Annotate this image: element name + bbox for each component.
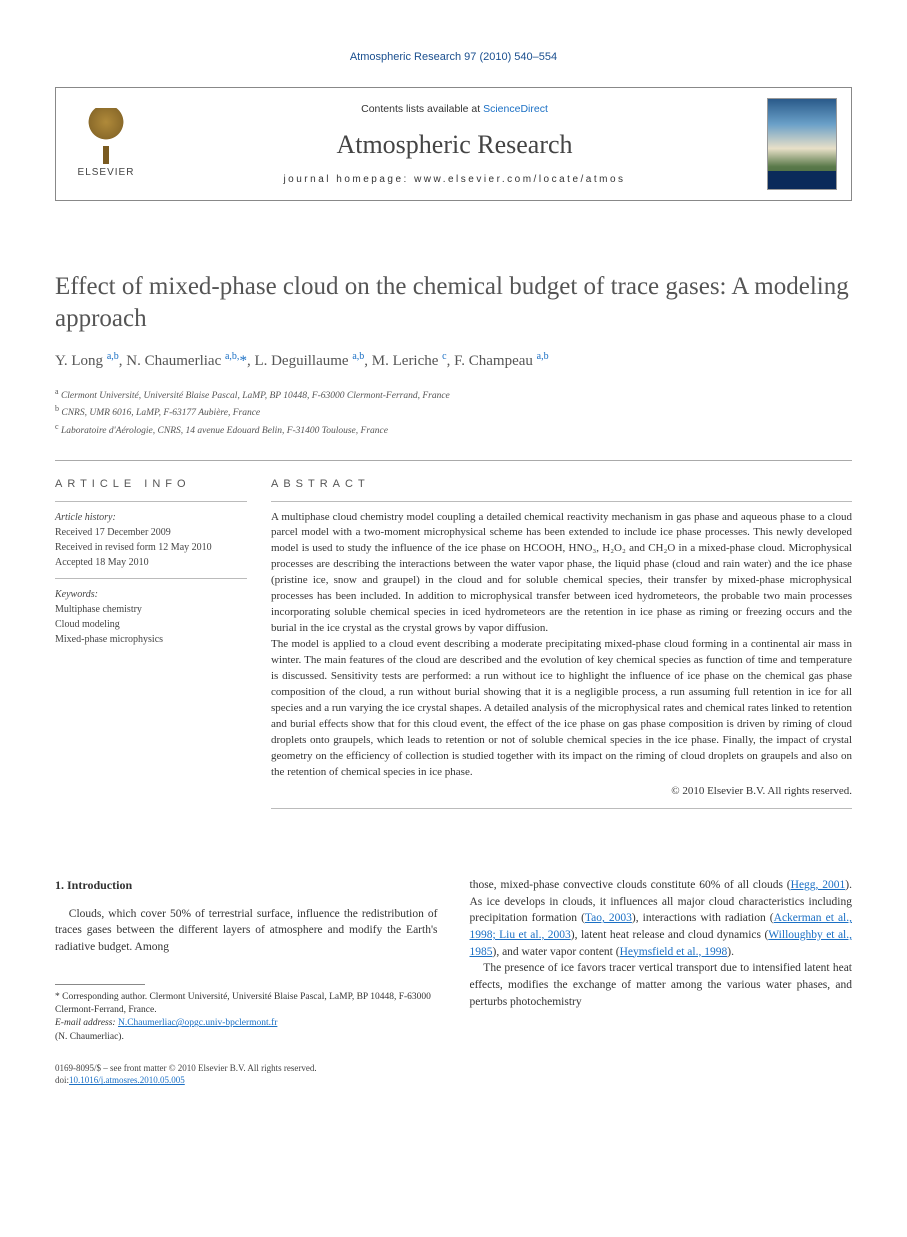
abstract-head: ABSTRACT (271, 477, 852, 492)
abstract-bottom-rule (271, 808, 852, 809)
journal-cover-thumbnail (767, 98, 837, 190)
citation-link[interactable]: Heymsfield et al., 1998 (620, 946, 728, 958)
contents-prefix: Contents lists available at (361, 103, 483, 115)
abstract-rule (271, 501, 852, 502)
masthead-center: Contents lists available at ScienceDirec… (156, 102, 753, 187)
contents-available-line: Contents lists available at ScienceDirec… (156, 102, 753, 117)
info-rule-1 (55, 501, 247, 502)
info-rule-2 (55, 578, 247, 579)
keyword: Mixed-phase microphysics (55, 632, 247, 647)
affiliation-line: a Clermont Université, Université Blaise… (55, 386, 852, 403)
sciencedirect-link[interactable]: ScienceDirect (483, 103, 548, 115)
footnote-rule (55, 984, 145, 985)
abstract-column: ABSTRACT A multiphase cloud chemistry mo… (271, 467, 852, 817)
footnotes: * Corresponding author. Clermont Univers… (55, 991, 438, 1044)
email-line: E-mail address: N.Chaumerliac@opgc.univ-… (55, 1017, 438, 1030)
homepage-prefix: journal homepage: (283, 174, 414, 185)
right-column: those, mixed-phase convective clouds con… (470, 877, 853, 1087)
citation-link[interactable]: Tao, 2003 (585, 912, 632, 924)
doi-line: doi:10.1016/j.atmosres.2010.05.005 (55, 1074, 438, 1087)
publisher-name: ELSEVIER (78, 166, 135, 180)
intro-right: those, mixed-phase convective clouds con… (470, 877, 853, 1010)
keywords-block: Keywords: Multiphase chemistry Cloud mod… (55, 587, 247, 647)
section-heading: 1. Introduction (55, 877, 438, 894)
article-info-column: ARTICLE INFO Article history: Received 1… (55, 467, 247, 817)
keyword: Cloud modeling (55, 617, 247, 632)
history-label: Article history: (55, 510, 247, 525)
left-column: 1. Introduction Clouds, which cover 50% … (55, 877, 438, 1087)
intro-para: The presence of ice favors tracer vertic… (470, 960, 853, 1010)
abstract-text: A multiphase cloud chemistry model coupl… (271, 510, 852, 781)
article-title: Effect of mixed-phase cloud on the chemi… (55, 271, 852, 334)
abstract-copyright: © 2010 Elsevier B.V. All rights reserved… (271, 784, 852, 799)
corresponding-author: * Corresponding author. Clermont Univers… (55, 991, 438, 1018)
running-head: Atmospheric Research 97 (2010) 540–554 (55, 50, 852, 65)
issn-copyright: 0169-8095/$ – see front matter © 2010 El… (55, 1062, 438, 1075)
abstract-para: The model is applied to a cloud event de… (271, 637, 852, 780)
journal-masthead: ELSEVIER Contents lists available at Sci… (55, 87, 852, 201)
journal-homepage-line: journal homepage: www.elsevier.com/locat… (156, 173, 753, 187)
doi-link[interactable]: 10.1016/j.atmosres.2010.05.005 (69, 1075, 185, 1085)
article-info-head: ARTICLE INFO (55, 477, 247, 492)
history-line: Received 17 December 2009 (55, 525, 247, 540)
author-list: Y. Long a,b, N. Chaumerliac a,b,*, L. De… (55, 350, 852, 372)
affiliation-line: b CNRS, UMR 6016, LaMP, F-63177 Aubière,… (55, 403, 852, 420)
elsevier-tree-icon (78, 108, 134, 164)
doi-prefix: doi: (55, 1075, 69, 1085)
journal-title: Atmospheric Research (156, 127, 753, 163)
history-line: Accepted 18 May 2010 (55, 555, 247, 570)
keyword: Multiphase chemistry (55, 602, 247, 617)
intro-left: Clouds, which cover 50% of terrestrial s… (55, 906, 438, 956)
history-line: Received in revised form 12 May 2010 (55, 540, 247, 555)
article-history: Article history: Received 17 December 20… (55, 510, 247, 570)
elsevier-logo: ELSEVIER (70, 108, 142, 180)
author-email-link[interactable]: N.Chaumerliac@opgc.univ-bpclermont.fr (118, 1018, 277, 1028)
intro-para: Clouds, which cover 50% of terrestrial s… (55, 906, 438, 956)
abstract-para: A multiphase cloud chemistry model coupl… (271, 510, 852, 638)
email-who: (N. Chaumerliac). (55, 1031, 438, 1044)
email-label: E-mail address: (55, 1018, 118, 1028)
body-two-column: 1. Introduction Clouds, which cover 50% … (55, 877, 852, 1087)
keywords-label: Keywords: (55, 587, 247, 602)
affiliation-line: c Laboratoire d'Aérologie, CNRS, 14 aven… (55, 421, 852, 438)
intro-para-cont: those, mixed-phase convective clouds con… (470, 877, 853, 960)
front-matter-block: 0169-8095/$ – see front matter © 2010 El… (55, 1062, 438, 1087)
homepage-url: www.elsevier.com/locate/atmos (414, 174, 625, 185)
top-rule (55, 460, 852, 461)
affiliations: a Clermont Université, Université Blaise… (55, 386, 852, 438)
citation-link[interactable]: Hegg, 2001 (791, 879, 846, 891)
